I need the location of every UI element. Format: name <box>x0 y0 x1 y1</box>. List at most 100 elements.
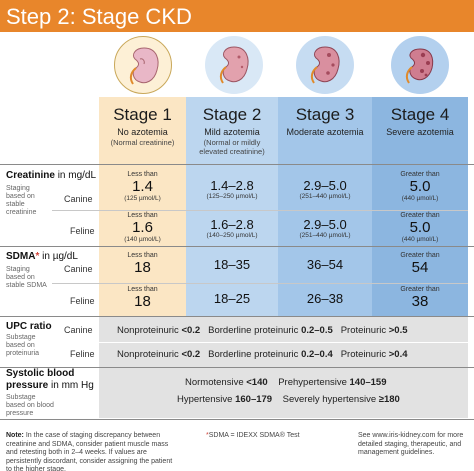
footer-sdma-def-text: SDMA = IDEXX SDMA® Test <box>208 432 300 439</box>
stage-3-header: Stage 3 Moderate azotemia <box>278 105 372 137</box>
bp-hyp-value: 160–179 <box>235 394 273 405</box>
sdma-feline-s4-prefix: Greater than <box>400 286 440 293</box>
creatinine-label-text: Creatinine <box>6 170 55 181</box>
bp-band <box>99 368 468 418</box>
creat-feline-s4-umol: (440 µmol/L) <box>401 236 439 243</box>
sdma-feline-s1-value: 18 <box>134 293 151 310</box>
kidney-normal-icon <box>114 36 172 94</box>
sdma-canine-s4-prefix: Greater than <box>400 252 440 259</box>
bp-prehyp-value: 140–159 <box>349 377 387 388</box>
bp-hyp: Hypertensive <box>177 394 233 405</box>
bp-severe: Severely hypertensive <box>282 394 377 405</box>
divider <box>52 283 468 284</box>
stage-3-column <box>278 97 372 316</box>
creatinine-feline-label: Feline <box>70 226 95 236</box>
stage-2-name: Stage 2 <box>202 105 262 124</box>
sdma-label: SDMA* in µg/dL <box>6 251 78 262</box>
stage-2-header: Stage 2 Mild azotemia (Normal or mildly … <box>186 105 278 156</box>
stage-3-desc: Moderate azotemia <box>286 127 364 137</box>
creat-canine-s3: 2.9–5.0 (251–440 µmol/L) <box>278 179 372 201</box>
sdma-feline-s3-value: 26–38 <box>306 291 344 306</box>
sdma-note: Staging based on stable SDMA <box>6 266 47 289</box>
creat-canine-s4-value: 5.0 <box>409 178 431 195</box>
creat-canine-s4: Greater than 5.0 (440 µmol/L) <box>372 171 468 203</box>
kidney-mild-icon <box>205 36 263 94</box>
creat-canine-s1-prefix: Less than <box>127 171 158 178</box>
stage-2-desc: Mild azotemia <box>204 127 260 137</box>
creat-canine-s3-umol: (251–440 µmol/L) <box>299 193 351 200</box>
upc-canine-border: Borderline proteinuric <box>208 325 299 336</box>
creatinine-label: Creatinine in mg/dL <box>6 170 96 181</box>
divider <box>0 419 474 420</box>
stage-1-desc: No azotemia <box>117 127 168 137</box>
sdma-canine-s1: Less than 18 <box>99 252 186 276</box>
stage-1-column <box>99 97 186 316</box>
sdma-label-text: SDMA <box>6 251 36 262</box>
sdma-feline-s4: Greater than 38 <box>372 286 468 310</box>
upc-feline-prot-value: >0.4 <box>388 349 408 360</box>
creatinine-canine-label: Canine <box>64 194 93 204</box>
creat-feline-s2-value: 1.6–2.8 <box>210 217 254 232</box>
creat-feline-s4-value: 5.0 <box>409 219 431 236</box>
bp-normo: Normotensive <box>185 377 244 388</box>
upc-canine-non: Nonproteinuric <box>117 325 179 336</box>
kidney-moderate-icon <box>296 36 354 94</box>
sdma-canine-s1-prefix: Less than <box>127 252 158 259</box>
bp-row-2: Hypertensive 160–179 Severely hypertensi… <box>177 394 400 405</box>
creat-canine-s4-umol: (440 µmol/L) <box>401 195 439 202</box>
creatinine-note: Staging based on stable creatinine <box>6 185 37 216</box>
stage-4-header: Stage 4 Severe azotemia <box>372 105 468 137</box>
divider <box>0 316 474 317</box>
divider <box>52 210 468 211</box>
upc-canine-label: Canine <box>64 325 93 335</box>
creat-feline-s4-prefix: Greater than <box>400 212 440 219</box>
sdma-feline-s1-prefix: Less than <box>127 286 158 293</box>
footer-sdma-star: * <box>206 432 209 439</box>
stage-1-sub: (Normal creatinine) <box>110 138 175 147</box>
upc-feline-border-value: 0.2–0.4 <box>301 349 333 360</box>
footer-sdma-def: *SDMA = IDEXX SDMA® Test <box>206 432 336 441</box>
creat-canine-s3-value: 2.9–5.0 <box>303 178 347 193</box>
upc-feline-border: Borderline proteinuric <box>208 349 299 360</box>
stage-4-name: Stage 4 <box>390 105 450 124</box>
sdma-canine-s3-value: 36–54 <box>306 257 344 272</box>
title-bar: Step 2: Stage CKD <box>0 0 474 32</box>
creat-canine-s1: Less than 1.4 (125 µmol/L) <box>99 171 186 203</box>
sdma-feline-s3: 26–38 <box>278 292 372 306</box>
upc-feline-non: Nonproteinuric <box>117 349 179 360</box>
creat-feline-s2-umol: (140–250 µmol/L) <box>206 232 258 239</box>
sdma-unit: in µg/dL <box>42 251 78 262</box>
footer-note: Note: In the case of staging discrepancy… <box>6 432 174 471</box>
bp-unit: in mm Hg <box>51 380 94 391</box>
upc-label: UPC ratio <box>6 321 52 332</box>
sdma-canine-s2-value: 18–35 <box>213 257 251 272</box>
bp-label: Systolic blood pressure in mm Hg <box>6 368 94 392</box>
sdma-canine-s4: Greater than 54 <box>372 252 468 276</box>
upc-canine-prot: Proteinuric <box>340 325 387 336</box>
upc-feline-prot: Proteinuric <box>340 349 387 360</box>
footer-note-text: In the case of staging discrepancy betwe… <box>6 432 173 471</box>
bp-severe-value: ≥180 <box>378 394 400 405</box>
stage-2-sub: (Normal or mildly elevated creatinine) <box>199 138 265 156</box>
upc-note: Substage based on proteinuria <box>6 334 40 357</box>
upc-canine-row: Nonproteinuric <0.2 Borderline proteinur… <box>117 325 408 336</box>
bp-label-line2: pressure <box>6 380 49 391</box>
stage-3-name: Stage 3 <box>295 105 355 124</box>
divider <box>52 342 468 343</box>
bp-prehyp: Prehypertensive <box>278 377 347 388</box>
upc-feline-row: Nonproteinuric <0.2 Borderline proteinur… <box>117 349 408 360</box>
sdma-canine-s4-value: 54 <box>411 259 429 276</box>
sdma-star: * <box>35 251 40 262</box>
sdma-feline-s4-value: 38 <box>411 293 429 310</box>
stage-4-desc: Severe azotemia <box>386 127 454 137</box>
divider <box>0 367 474 368</box>
stage-4-column <box>372 97 468 316</box>
stage-1-header: Stage 1 No azotemia (Normal creatinine) <box>99 105 186 147</box>
bp-note: Substage based on blood pressure <box>6 394 54 417</box>
page-title: Step 2: Stage CKD <box>6 4 192 29</box>
sdma-canine-s3: 36–54 <box>278 258 372 272</box>
divider <box>0 246 474 247</box>
bp-normo-value: <140 <box>246 377 268 388</box>
creat-feline-s1-umol: (140 µmol/L) <box>124 236 161 243</box>
stage-1-name: Stage 1 <box>113 105 172 124</box>
